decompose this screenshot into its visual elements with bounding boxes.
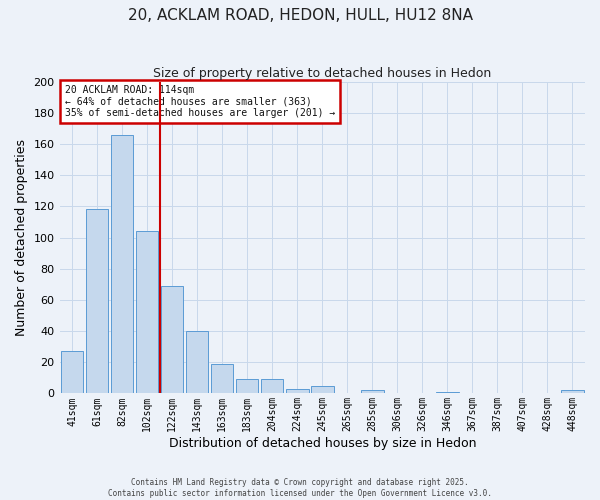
Bar (261, 380, 283, 394)
Bar (211, 364, 233, 394)
Text: 20, ACKLAM ROAD, HEDON, HULL, HU12 8NA: 20, ACKLAM ROAD, HEDON, HULL, HU12 8NA (128, 8, 473, 22)
X-axis label: Distribution of detached houses by size in Hedon: Distribution of detached houses by size … (169, 437, 476, 450)
Bar (311, 386, 334, 394)
Bar (161, 286, 184, 394)
Text: Contains HM Land Registry data © Crown copyright and database right 2025.
Contai: Contains HM Land Registry data © Crown c… (108, 478, 492, 498)
Bar (236, 380, 259, 394)
Bar (286, 388, 308, 394)
Title: Size of property relative to detached houses in Hedon: Size of property relative to detached ho… (153, 68, 491, 80)
Bar (186, 331, 208, 394)
Bar (86, 210, 109, 394)
Bar (136, 232, 158, 394)
Bar (561, 390, 584, 394)
Bar (436, 392, 458, 394)
Y-axis label: Number of detached properties: Number of detached properties (15, 139, 28, 336)
Bar (111, 134, 133, 394)
Bar (361, 390, 383, 394)
Bar (61, 352, 83, 394)
Text: 20 ACKLAM ROAD: 114sqm
← 64% of detached houses are smaller (363)
35% of semi-de: 20 ACKLAM ROAD: 114sqm ← 64% of detached… (65, 85, 335, 118)
